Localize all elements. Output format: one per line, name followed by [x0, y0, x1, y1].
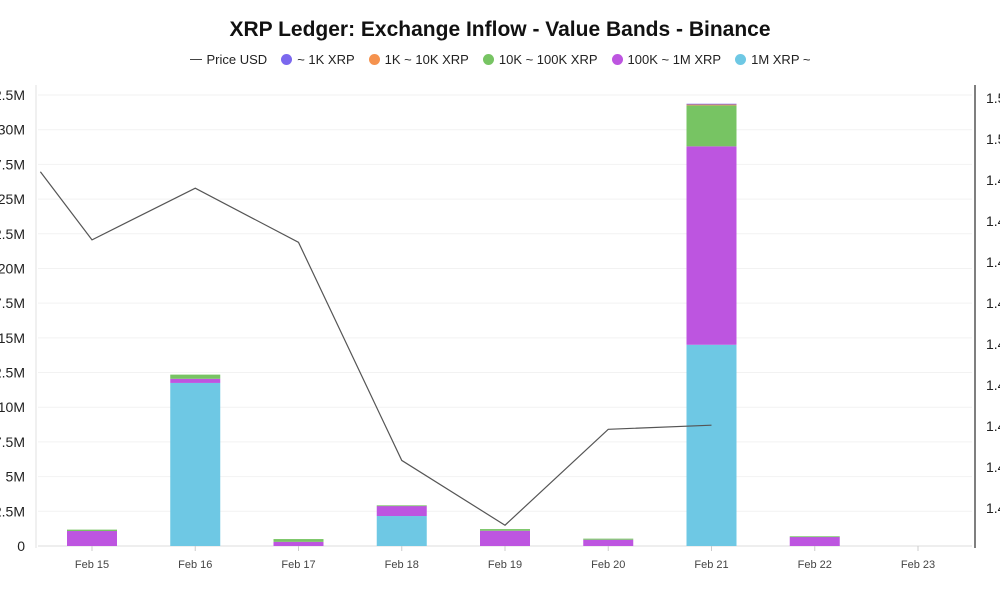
bar-segment [789, 536, 840, 546]
bar-segment [170, 378, 221, 383]
bar-segment [376, 505, 427, 507]
swatch [482, 54, 494, 65]
legend-item-price[interactable]: Price USD [189, 52, 268, 67]
x-tick-label: Feb 17 [281, 559, 315, 571]
bar-segment [686, 104, 737, 106]
x-tick-label: Feb 18 [385, 559, 419, 571]
bar-segment [67, 531, 117, 546]
y-tick-label: 22.5M [0, 226, 25, 242]
x-tick-label: Feb 15 [75, 559, 109, 571]
legend-item-100k-1m[interactable]: 100K ~ 1M XRP [611, 52, 722, 67]
bar-segment [686, 103, 737, 105]
right-tick-label: 1.485 [986, 254, 1000, 270]
bar-segment [376, 506, 427, 517]
bar-segment [170, 374, 221, 379]
price-line [39, 171, 712, 526]
legend-item-10k-100k[interactable]: 10K ~ 100K XRP [482, 52, 598, 67]
bar-segment [686, 105, 737, 147]
bar-segment [170, 382, 221, 546]
y-tick-label: 30M [0, 122, 25, 138]
y-tick-label: 12.5M [0, 365, 25, 381]
right-tick-label: 1.49 [986, 213, 1000, 229]
x-tick-label: Feb 16 [178, 559, 212, 571]
right-tick-label: 1.47 [986, 377, 1000, 393]
legend-label: 1M XRP ~ [751, 52, 811, 67]
x-tick-label: Feb 21 [694, 559, 728, 571]
y-tick-label: 5M [6, 469, 25, 485]
line-swatch [189, 59, 202, 60]
bar-segment [480, 530, 530, 546]
bar-segment [686, 344, 737, 546]
legend-label: Price USD [206, 52, 268, 67]
right-tick-label: 1.495 [986, 172, 1000, 188]
right-tick-label: 1.46 [986, 459, 1000, 475]
bar-segment [273, 541, 324, 546]
bar-segment [583, 539, 634, 546]
y-tick-label: 15M [0, 330, 25, 346]
x-tick-label: Feb 20 [591, 559, 625, 571]
bar-segment [480, 529, 530, 531]
x-tick-label: Feb 23 [901, 559, 935, 571]
right-tick-label: 1.505 [986, 90, 1000, 106]
y-tick-label: 10M [0, 399, 25, 415]
bar-segment [67, 529, 117, 532]
x-tick-label: Feb 22 [798, 559, 832, 571]
bar-segment [273, 539, 324, 542]
y-tick-label: 7.5M [0, 434, 25, 450]
legend-label: 1K ~ 10K XRP [384, 52, 469, 67]
swatch [281, 54, 293, 65]
swatch [735, 54, 747, 65]
bar-segment [583, 538, 634, 540]
legend-item-1m[interactable]: 1M XRP ~ [735, 52, 810, 67]
y-tick-label: 0 [17, 538, 25, 554]
legend-item-1k-10k[interactable]: 1K ~ 10K XRP [368, 52, 469, 67]
swatch [611, 54, 623, 65]
swatch [368, 54, 380, 65]
legend: Price USD ~ 1K XRP 1K ~ 10K XRP 10K ~ 10… [0, 52, 1000, 67]
right-tick-label: 1.475 [986, 336, 1000, 352]
bar-segment [376, 516, 427, 546]
chart-title: XRP Ledger: Exchange Inflow - Value Band… [229, 18, 771, 41]
y-tick-label: 17.5M [0, 295, 25, 311]
y-tick-label: 20M [0, 260, 25, 276]
bar-segment [789, 536, 840, 538]
y-tick-label: 25M [0, 191, 25, 207]
y-tick-label: 32.5M [0, 87, 25, 103]
right-tick-label: 1.48 [986, 295, 1000, 311]
legend-label: 10K ~ 100K XRP [498, 52, 598, 67]
right-tick-label: 1.455 [986, 500, 1000, 516]
x-tick-label: Feb 19 [488, 559, 522, 571]
y-tick-label: 27.5M [0, 156, 25, 172]
legend-label: ~ 1K XRP [297, 52, 355, 67]
right-tick-label: 1.5 [986, 131, 1000, 147]
right-tick-label: 1.465 [986, 418, 1000, 434]
legend-label: 100K ~ 1M XRP [627, 52, 722, 67]
y-tick-label: 2.5M [0, 503, 25, 519]
legend-item-1k[interactable]: ~ 1K XRP [281, 52, 355, 67]
bar-segment [686, 146, 737, 345]
